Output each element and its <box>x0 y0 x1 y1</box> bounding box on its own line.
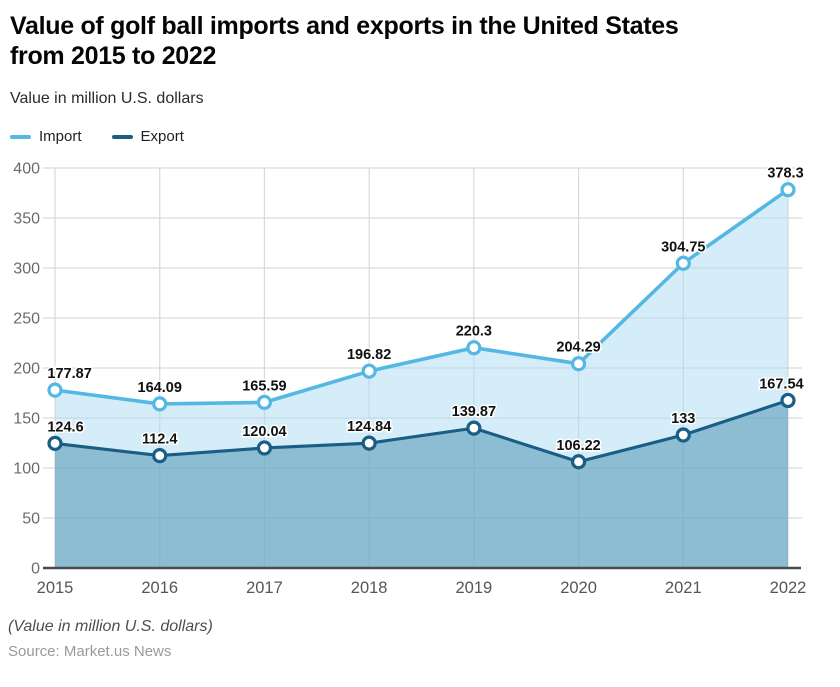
x-tick-label-2015: 2015 <box>37 579 74 597</box>
export-value-label-2019: 139.87 <box>452 404 496 420</box>
import-value-label-2017: 165.59 <box>242 378 286 394</box>
legend-item-import[interactable]: Import <box>10 128 82 145</box>
export-point-2018[interactable] <box>361 435 377 451</box>
export-point-2019[interactable] <box>466 420 482 436</box>
chart-title-line1: Value of golf ball imports and exports i… <box>10 12 679 40</box>
footer-source: Source: Market.us News <box>8 643 172 660</box>
export-value-label-2017: 120.04 <box>242 424 286 440</box>
export-point-2020[interactable] <box>570 454 587 470</box>
import-value-label-2018: 196.82 <box>347 347 391 363</box>
import-value-label-2020: 204.29 <box>556 340 600 356</box>
import-point-2019[interactable] <box>466 340 482 356</box>
chart-subtitle: Value in million U.S. dollars <box>10 90 204 107</box>
import-point-2015[interactable] <box>47 382 63 398</box>
export-point-2015[interactable] <box>47 435 63 451</box>
import-point-2021[interactable] <box>675 255 691 271</box>
import-line <box>54 188 790 406</box>
export-value-label-2015: 124.6 <box>47 419 83 435</box>
export-area <box>55 400 788 568</box>
import-line-swatch-icon <box>10 134 31 139</box>
x-tick-label-2021: 2021 <box>665 579 702 597</box>
import-point-2018[interactable] <box>361 363 377 379</box>
x-tick-label-2022: 2022 <box>770 579 807 597</box>
chart-plot-area: 0 50 100 150 200 250 300 350 400 177.87 164.09 165.… <box>13 161 807 598</box>
x-tick-label-2017: 2017 <box>246 579 283 597</box>
export-value-label-2018: 124.84 <box>347 419 391 435</box>
chart-title: Value of golf ball imports and exports i… <box>10 11 830 71</box>
export-value-label-2016: 112.4 <box>142 432 178 448</box>
export-value-label-2021: 133 <box>671 411 695 427</box>
y-tick-label-50: 50 <box>22 511 40 528</box>
import-value-label-2016: 164.09 <box>138 380 182 396</box>
export-value-label-2022: 167.54 <box>759 376 803 392</box>
x-tick-label-2019: 2019 <box>455 579 492 597</box>
y-tick-label-100: 100 <box>13 461 40 478</box>
x-tick-label-2016: 2016 <box>141 579 178 597</box>
export-point-2022[interactable] <box>780 392 796 409</box>
export-point-2016[interactable] <box>152 448 168 464</box>
export-line-swatch-icon <box>111 134 133 139</box>
legend-label-export: Export <box>140 128 184 145</box>
import-value-label-2021: 304.75 <box>661 239 705 255</box>
x-tick-label-2018: 2018 <box>351 579 388 597</box>
export-point-2021[interactable] <box>675 427 691 443</box>
legend-label-import: Import <box>39 128 82 145</box>
y-tick-label-0: 0 <box>31 561 40 578</box>
y-tick-label-400: 400 <box>13 161 40 178</box>
chart-title-line2: from 2015 to 2022 <box>10 42 217 70</box>
export-point-2017[interactable] <box>256 440 273 456</box>
footer-note: (Value in million U.S. dollars) <box>8 618 213 635</box>
y-tick-label-300: 300 <box>13 261 40 278</box>
y-tick-label-250: 250 <box>13 311 40 328</box>
legend: Import Export <box>10 128 830 145</box>
import-point-2017[interactable] <box>256 394 273 411</box>
y-tick-label-350: 350 <box>13 211 40 228</box>
import-value-label-2022: 378.3 <box>767 166 803 182</box>
export-line <box>54 398 789 464</box>
y-tick-label-200: 200 <box>13 361 40 378</box>
import-value-label-2015: 177.87 <box>47 366 91 382</box>
import-point-2022[interactable] <box>780 182 796 198</box>
y-tick-label-150: 150 <box>13 411 40 428</box>
export-value-label-2020: 106.22 <box>556 438 600 454</box>
import-value-label-2019: 220.3 <box>456 324 492 340</box>
import-point-2020[interactable] <box>570 356 587 372</box>
x-tick-label-2020: 2020 <box>560 579 597 597</box>
legend-item-export[interactable]: Export <box>111 128 184 145</box>
import-point-2016[interactable] <box>152 396 168 412</box>
